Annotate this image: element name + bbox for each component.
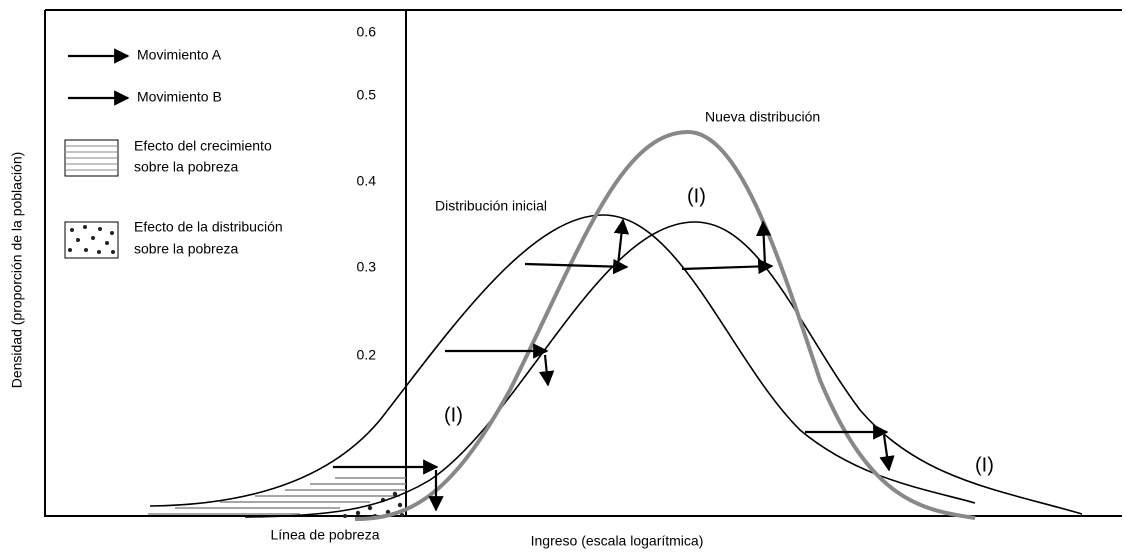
legend-label: sobre la pobreza bbox=[134, 241, 239, 257]
legend-label: sobre la pobreza bbox=[134, 159, 239, 175]
curve-label: Distribución inicial bbox=[435, 198, 547, 214]
shifted-curve bbox=[244, 221, 1083, 518]
legend-hatch bbox=[66, 145, 117, 171]
frame bbox=[44, 9, 1122, 517]
y-tick-label: 0.5 bbox=[357, 87, 377, 103]
y-tick-label: 0.2 bbox=[357, 347, 377, 363]
curve-mark: (I) bbox=[444, 404, 463, 426]
y-tick-label: 0.6 bbox=[357, 24, 377, 40]
curve-label: Nueva distribución bbox=[705, 109, 820, 125]
initial-curve bbox=[149, 214, 976, 507]
curve-mark: (I) bbox=[975, 454, 994, 476]
legend-label: Movimiento B bbox=[137, 89, 222, 105]
legend-label: Efecto del crecimiento bbox=[134, 138, 272, 154]
growth-effect-area bbox=[148, 477, 406, 515]
new-curve bbox=[354, 129, 976, 522]
x-axis-label: Ingreso (escala logarítmica) bbox=[531, 533, 704, 549]
curve-mark: (I) bbox=[687, 185, 706, 207]
legend-dots bbox=[68, 225, 115, 254]
poverty-line-label: Línea de pobreza bbox=[271, 527, 380, 543]
legend-dot-box bbox=[64, 221, 119, 259]
arrows bbox=[68, 48, 895, 512]
legend-label: Efecto de la distribución bbox=[134, 219, 283, 235]
y-tick-label: 0.4 bbox=[357, 173, 377, 189]
y-axis-label: Densidad (proporción de la población) bbox=[9, 152, 25, 389]
y-tick-label: 0.3 bbox=[357, 259, 377, 275]
legend-label: Movimiento A bbox=[137, 47, 222, 63]
